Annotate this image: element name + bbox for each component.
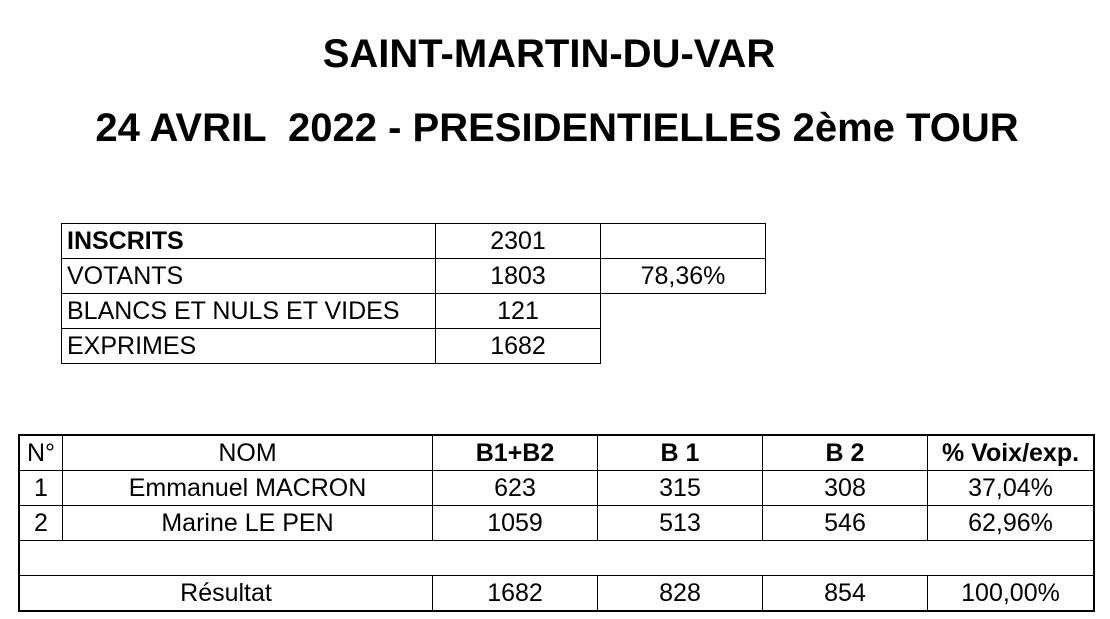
candidate-no: 2	[18, 505, 63, 541]
candidate-b1: 315	[597, 470, 763, 506]
candidate-name: Marine LE PEN	[62, 505, 433, 541]
summary-empty-cell	[601, 329, 766, 364]
header-b1b2: B1+B2	[432, 434, 598, 471]
total-b2: 854	[762, 575, 928, 612]
candidate-b1b2: 623	[432, 470, 598, 506]
candidate-b2: 308	[762, 470, 928, 506]
summary-empty-cell	[601, 294, 766, 329]
election-title: 24 AVRIL 2022 - PRESIDENTIELLES 2ème TOU…	[95, 106, 1019, 150]
results-header-row: N° NOM B1+B2 B 1 B 2 % Voix/exp.	[18, 434, 1095, 471]
commune-title: SAINT-MARTIN-DU-VAR	[322, 32, 776, 76]
table-row: 2 Marine LE PEN 1059 513 546 62,96%	[18, 505, 1095, 541]
candidate-b1b2: 1059	[432, 505, 598, 541]
candidate-b2: 546	[762, 505, 928, 541]
total-b1b2: 1682	[432, 575, 598, 612]
summary-label: VOTANTS	[61, 258, 436, 294]
header-nom: NOM	[62, 434, 433, 471]
summary-row-votants: VOTANTS 1803 78,36%	[61, 258, 766, 294]
total-row: Résultat 1682 828 854 100,00%	[18, 575, 1095, 612]
blank-cell	[18, 540, 1095, 576]
candidate-pct: 62,96%	[927, 505, 1095, 541]
summary-label: INSCRITS	[61, 223, 436, 259]
candidate-no: 1	[18, 470, 63, 506]
header-b2: B 2	[762, 434, 928, 471]
total-pct: 100,00%	[927, 575, 1095, 612]
summary-value: 121	[435, 293, 601, 329]
header-b1: B 1	[597, 434, 763, 471]
header-no: N°	[18, 434, 63, 471]
candidate-b1: 513	[597, 505, 763, 541]
summary-row-exprimes: EXPRIMES 1682	[61, 328, 766, 364]
summary-row-inscrits: INSCRITS 2301	[61, 223, 766, 259]
summary-label: BLANCS ET NULS ET VIDES	[61, 293, 436, 329]
total-label: Résultat	[18, 575, 433, 612]
header-pct: % Voix/exp.	[927, 434, 1095, 471]
summary-label: EXPRIMES	[61, 328, 436, 364]
candidate-name: Emmanuel MACRON	[62, 470, 433, 506]
turnout-summary-table: INSCRITS 2301 VOTANTS 1803 78,36% BLANCS…	[61, 223, 766, 364]
summary-value: 2301	[435, 223, 601, 259]
summary-value: 1682	[435, 328, 601, 364]
summary-percent: 78,36%	[600, 258, 766, 294]
candidate-pct: 37,04%	[927, 470, 1095, 506]
results-table: N° NOM B1+B2 B 1 B 2 % Voix/exp. 1 Emman…	[18, 434, 1095, 612]
total-b1: 828	[597, 575, 763, 612]
summary-percent	[600, 223, 766, 259]
summary-row-blancs-nuls: BLANCS ET NULS ET VIDES 121	[61, 293, 766, 329]
table-row: 1 Emmanuel MACRON 623 315 308 37,04%	[18, 470, 1095, 506]
summary-value: 1803	[435, 258, 601, 294]
blank-row	[18, 540, 1095, 576]
